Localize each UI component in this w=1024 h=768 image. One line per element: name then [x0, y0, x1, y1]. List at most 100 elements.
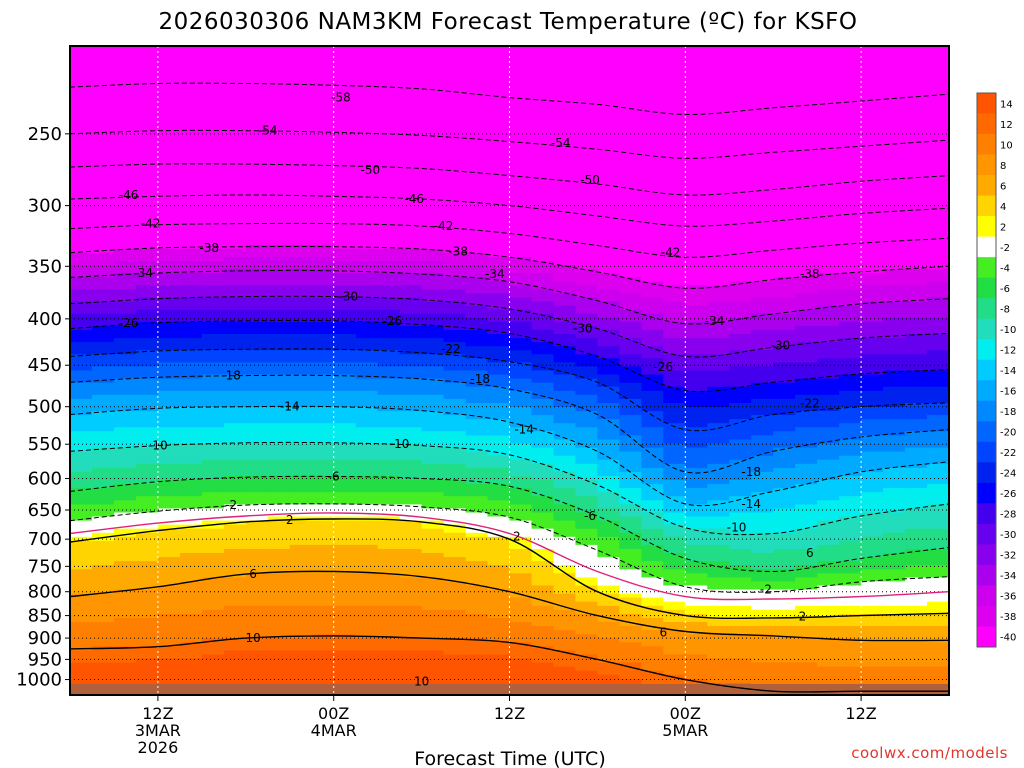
temperature-band-cell [663, 277, 686, 282]
temperature-band-cell [179, 585, 203, 591]
temperature-band-cell [553, 630, 577, 635]
temperature-band-cell [487, 265, 511, 270]
temperature-band-cell [267, 256, 291, 262]
temperature-band-cell [333, 480, 357, 485]
temperature-band-cell [663, 313, 686, 319]
temperature-band-cell [509, 528, 533, 534]
temperature-band-cell [355, 309, 379, 315]
temperature-band-cell [641, 338, 664, 343]
temperature-band-cell [311, 281, 335, 286]
temperature-band-cell [179, 228, 203, 234]
temperature-band-cell [531, 212, 555, 217]
temperature-band-cell [509, 634, 533, 639]
temperature-band-cell [729, 638, 752, 643]
temperature-band-cell [201, 220, 225, 226]
temperature-band-cell [289, 293, 313, 299]
temperature-band-cell [509, 220, 533, 226]
temperature-band-cell [685, 179, 708, 185]
temperature-band-cell [355, 115, 379, 120]
temperature-band-cell [289, 204, 313, 209]
temperature-band-cell [289, 220, 313, 226]
temperature-band-cell [267, 135, 291, 140]
temperature-band-cell [553, 480, 577, 485]
temperature-band-cell [333, 370, 357, 376]
temperature-band-cell [553, 329, 577, 335]
temperature-band-cell [443, 159, 467, 165]
temperature-band-cell [70, 305, 93, 311]
temperature-band-cell [465, 293, 489, 299]
temperature-band-cell [465, 589, 489, 595]
temperature-band-cell [267, 439, 291, 445]
temperature-band-cell [267, 622, 291, 627]
temperature-band-cell [70, 638, 93, 643]
temperature-band-cell [685, 281, 708, 286]
temperature-band-cell [135, 536, 159, 542]
temperature-band-cell [201, 338, 225, 343]
temperature-band-cell [267, 273, 291, 278]
temperature-band-cell [377, 622, 401, 627]
temperature-band-cell [663, 540, 686, 546]
temperature-band-cell [245, 301, 269, 307]
temperature-band-cell [377, 171, 401, 177]
temperature-band-cell [487, 544, 511, 550]
temperature-band-cell [443, 240, 467, 246]
temperature-band-cell [157, 167, 181, 173]
temperature-band-cell [465, 504, 489, 510]
temperature-band-cell [641, 532, 664, 538]
temperature-band-cell [509, 613, 533, 619]
temperature-band-cell [685, 135, 708, 140]
temperature-band-cell [377, 115, 401, 120]
temperature-band-cell [421, 155, 445, 161]
temperature-band-cell [729, 581, 752, 587]
temperature-band-cell [333, 305, 357, 311]
temperature-band-cell [245, 585, 269, 591]
temperature-band-cell [333, 443, 357, 449]
temperature-band-cell [509, 544, 533, 550]
temperature-band-cell [641, 569, 664, 574]
temperature-band-cell [223, 553, 247, 558]
temperature-band-cell [531, 297, 555, 303]
temperature-band-cell [179, 674, 203, 680]
temperature-band-cell [751, 163, 774, 169]
temperature-band-cell [267, 463, 291, 469]
temperature-band-cell [729, 244, 752, 250]
temperature-band-cell [399, 439, 423, 445]
temperature-band-cell [267, 674, 291, 680]
temperature-band-cell [311, 248, 335, 254]
temperature-band-cell [333, 78, 357, 84]
temperature-band-cell [487, 370, 511, 376]
temperature-band-cell [685, 605, 708, 611]
temperature-band-cell [729, 135, 752, 140]
temperature-band-cell [245, 338, 269, 343]
temperature-band-cell [575, 155, 598, 161]
temperature-band-cell [487, 350, 511, 355]
temperature-band-cell [399, 317, 423, 323]
temperature-band-cell [575, 419, 598, 424]
temperature-band-cell [509, 183, 533, 189]
temperature-band-cell [553, 342, 577, 347]
temperature-band-cell [311, 256, 335, 262]
temperature-band-cell [663, 338, 686, 343]
temperature-band-cell [289, 188, 313, 193]
temperature-band-cell [355, 317, 379, 323]
temperature-band-cell [267, 581, 291, 587]
temperature-band-cell [509, 524, 533, 530]
temperature-band-cell [114, 313, 137, 319]
temperature-band-cell [311, 58, 335, 63]
temperature-band-cell [355, 642, 379, 647]
temperature-band-cell [157, 46, 181, 51]
temperature-band-cell [729, 78, 752, 84]
temperature-band-cell [223, 516, 247, 522]
temperature-band-cell [135, 309, 159, 315]
temperature-band-cell [751, 74, 774, 80]
temperature-band-cell [685, 224, 708, 230]
temperature-band-cell [223, 325, 247, 331]
temperature-band-cell [597, 569, 620, 574]
temperature-band-cell [92, 346, 115, 351]
temperature-band-cell [201, 106, 225, 112]
temperature-band-cell [399, 642, 423, 647]
temperature-band-cell [92, 524, 115, 530]
temperature-band-cell [641, 484, 664, 489]
temperature-band-cell [619, 317, 642, 323]
temperature-band-cell [707, 634, 730, 639]
